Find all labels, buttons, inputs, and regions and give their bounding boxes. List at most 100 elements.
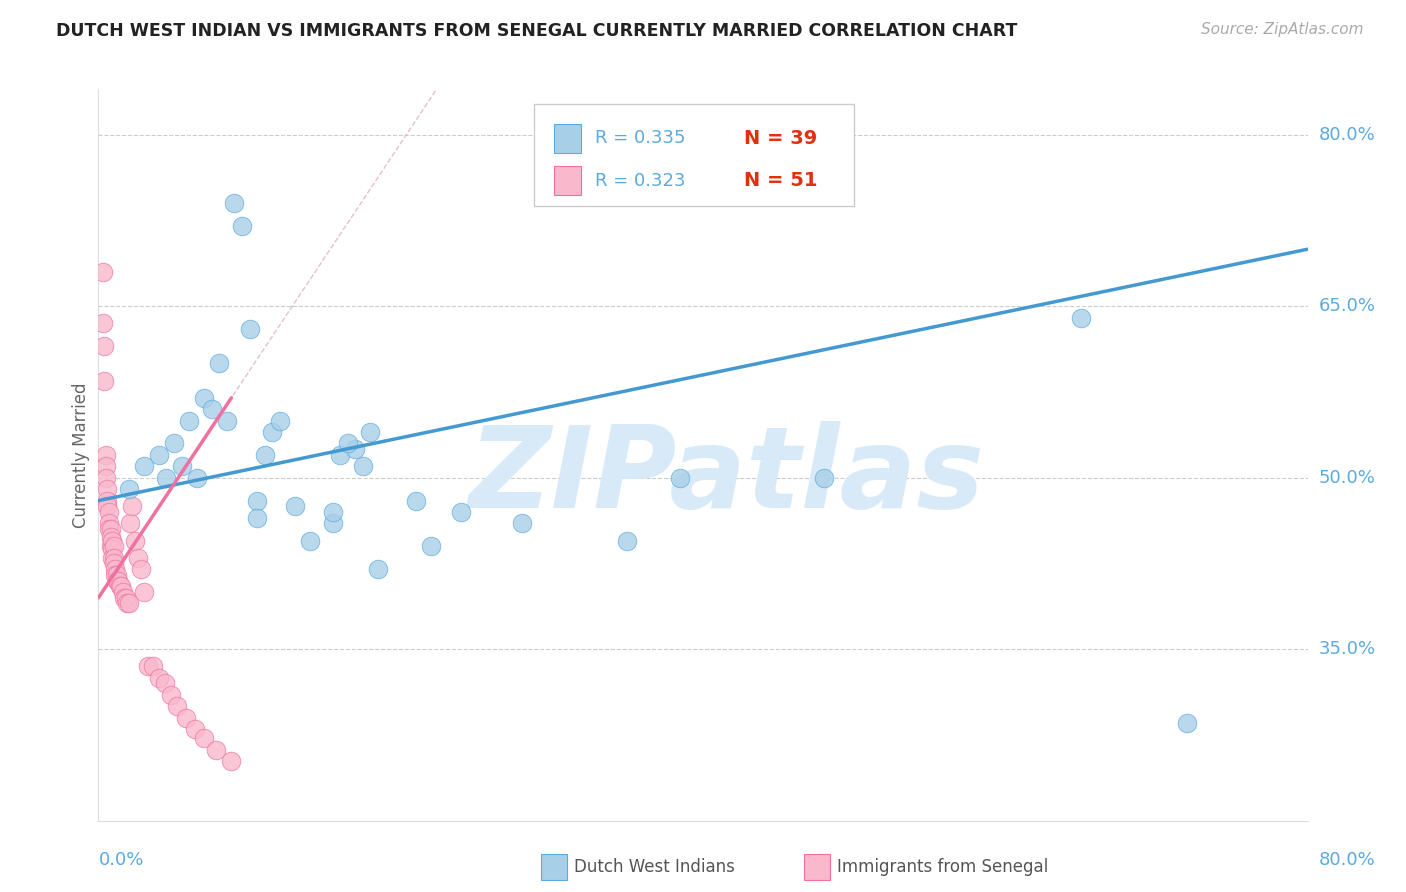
Point [231,219,253,234]
Point [104,568,127,582]
Text: 50.0%: 50.0% [1319,469,1375,487]
Point [101,550,124,565]
Point [94,471,117,485]
FancyBboxPatch shape [534,103,855,206]
Text: ZIPatlas: ZIPatlas [470,421,986,533]
Point [224,196,246,211]
Text: DUTCH WEST INDIAN VS IMMIGRANTS FROM SENEGAL CURRENTLY MARRIED CORRELATION CHART: DUTCH WEST INDIAN VS IMMIGRANTS FROM SEN… [56,22,1018,40]
Point [101,533,124,548]
Point [262,425,284,439]
Point [1175,716,1198,731]
Y-axis label: Currently Married: Currently Married [72,382,90,528]
Point [103,539,125,553]
Point [322,505,344,519]
Point [186,471,208,485]
Point [299,533,322,548]
Point [115,597,138,611]
Point [360,425,382,439]
Point [132,459,155,474]
Point [352,459,374,474]
Text: 80.0%: 80.0% [1319,126,1375,144]
Text: Immigrants from Senegal: Immigrants from Senegal [837,858,1047,876]
Text: 35.0%: 35.0% [1319,640,1376,658]
Point [118,482,141,496]
Text: N = 39: N = 39 [744,128,817,148]
Point [336,436,359,450]
Point [148,671,170,685]
Point [193,391,215,405]
Text: 65.0%: 65.0% [1319,297,1375,316]
Point [120,516,142,531]
Text: R = 0.335: R = 0.335 [595,129,686,147]
Point [124,533,146,548]
Point [96,493,118,508]
Point [153,676,176,690]
Point [93,374,115,388]
Point [215,414,238,428]
Point [419,539,441,553]
Point [201,402,224,417]
Point [148,448,170,462]
Point [132,585,155,599]
Point [103,557,125,571]
Point [253,448,276,462]
Point [100,530,122,544]
Point [129,562,152,576]
Point [329,448,352,462]
Point [105,568,128,582]
Point [121,500,143,514]
Point [103,550,125,565]
Point [91,317,114,331]
Point [269,414,291,428]
Point [100,522,122,536]
Point [91,265,114,279]
Point [616,533,638,548]
Point [111,585,134,599]
Point [405,493,427,508]
Point [98,505,121,519]
Point [246,493,269,508]
Point [94,459,117,474]
Text: Dutch West Indians: Dutch West Indians [574,858,734,876]
Point [96,482,118,496]
Point [96,500,118,514]
Point [136,659,159,673]
Point [107,574,129,588]
Point [94,448,117,462]
Point [221,754,243,768]
Point [114,591,136,605]
Point [170,459,193,474]
Point [205,743,228,757]
Point [813,471,835,485]
Point [142,659,165,673]
Point [510,516,533,531]
Point [155,471,177,485]
Point [118,597,141,611]
Point [184,723,207,737]
Point [127,550,149,565]
Point [166,699,188,714]
FancyBboxPatch shape [554,124,581,153]
Point [284,500,307,514]
Text: 0.0%: 0.0% [98,851,143,869]
Point [101,541,124,556]
Point [98,522,121,536]
Point [367,562,389,576]
Point [450,505,472,519]
Point [105,574,128,588]
FancyBboxPatch shape [554,166,581,195]
Text: 80.0%: 80.0% [1319,851,1375,869]
Point [344,442,367,457]
Text: Source: ZipAtlas.com: Source: ZipAtlas.com [1201,22,1364,37]
Point [208,356,231,371]
Point [246,510,269,524]
Point [100,539,122,553]
Point [174,711,197,725]
Point [163,436,186,450]
Point [110,579,132,593]
Point [1070,310,1092,325]
Point [193,731,215,746]
Point [112,591,135,605]
Point [177,414,201,428]
Point [322,516,344,531]
